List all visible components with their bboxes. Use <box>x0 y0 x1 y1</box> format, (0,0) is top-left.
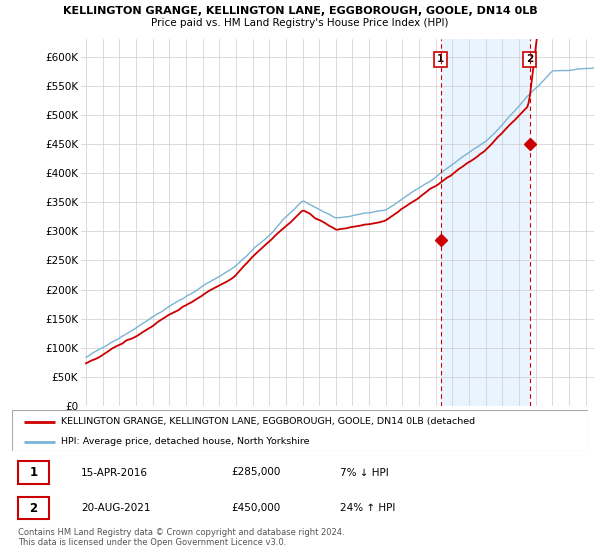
Text: 15-APR-2016: 15-APR-2016 <box>81 468 148 478</box>
Bar <box>440 39 530 406</box>
Text: KELLINGTON GRANGE, KELLINGTON LANE, EGGBOROUGH, GOOLE, DN14 0LB: KELLINGTON GRANGE, KELLINGTON LANE, EGGB… <box>62 6 538 16</box>
Text: HPI: Average price, detached house, North Yorkshire: HPI: Average price, detached house, Nort… <box>61 437 310 446</box>
Text: £450,000: £450,000 <box>231 503 280 513</box>
Text: 1: 1 <box>437 54 444 64</box>
Text: 2: 2 <box>29 502 38 515</box>
FancyBboxPatch shape <box>18 461 49 484</box>
Text: 20-AUG-2021: 20-AUG-2021 <box>81 503 151 513</box>
Text: Contains HM Land Registry data © Crown copyright and database right 2024.
This d: Contains HM Land Registry data © Crown c… <box>18 528 344 547</box>
FancyBboxPatch shape <box>18 497 49 520</box>
Text: 24% ↑ HPI: 24% ↑ HPI <box>340 503 395 513</box>
Text: Price paid vs. HM Land Registry's House Price Index (HPI): Price paid vs. HM Land Registry's House … <box>151 18 449 28</box>
Text: KELLINGTON GRANGE, KELLINGTON LANE, EGGBOROUGH, GOOLE, DN14 0LB (detached: KELLINGTON GRANGE, KELLINGTON LANE, EGGB… <box>61 417 475 426</box>
Text: 1: 1 <box>29 466 38 479</box>
Text: £285,000: £285,000 <box>231 468 280 478</box>
Text: 7% ↓ HPI: 7% ↓ HPI <box>340 468 389 478</box>
Text: 2: 2 <box>526 54 533 64</box>
